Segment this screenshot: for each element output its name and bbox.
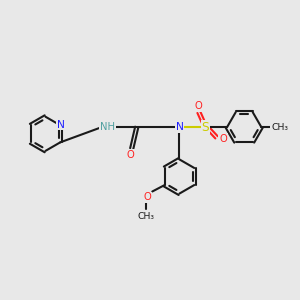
Text: CH₃: CH₃ [137, 212, 154, 221]
Text: O: O [219, 134, 227, 144]
Text: CH₃: CH₃ [271, 122, 288, 131]
Text: O: O [194, 101, 202, 111]
Text: NH: NH [100, 122, 115, 132]
Text: N: N [176, 122, 183, 132]
Text: S: S [202, 121, 209, 134]
Text: O: O [143, 192, 151, 203]
Text: O: O [127, 150, 135, 160]
Text: N: N [57, 120, 65, 130]
